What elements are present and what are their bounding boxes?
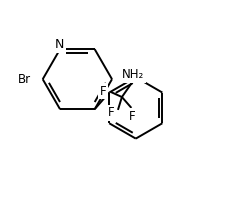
- Text: F: F: [128, 110, 135, 123]
- Text: NH₂: NH₂: [121, 68, 144, 81]
- Text: F: F: [99, 85, 106, 98]
- Text: N: N: [54, 38, 63, 51]
- Text: F: F: [108, 106, 115, 119]
- Text: Br: Br: [18, 73, 31, 86]
